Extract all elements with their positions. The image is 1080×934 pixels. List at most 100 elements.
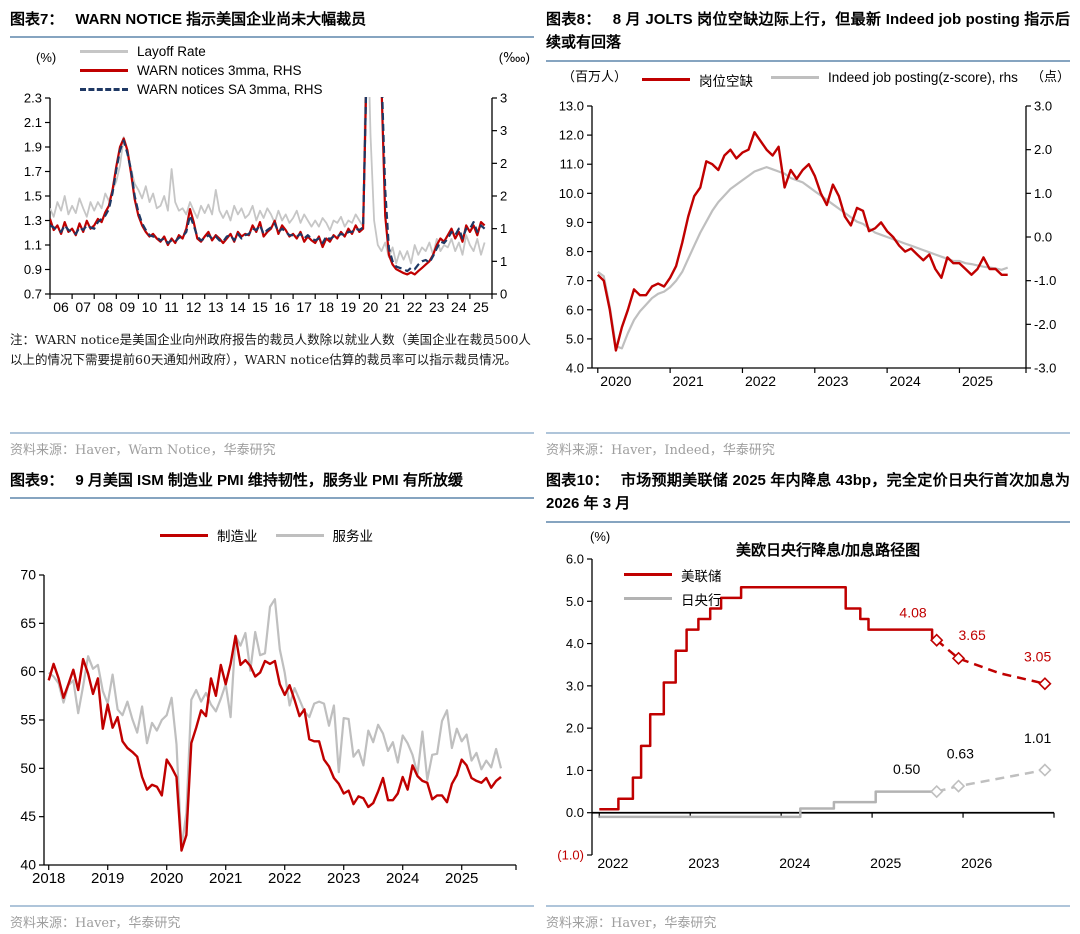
diamond-marker <box>951 778 966 793</box>
figure-9-source-block: 资料来源：Haver，华泰研究 <box>10 905 534 931</box>
series-fed-path <box>599 585 937 811</box>
source-rule <box>10 905 534 907</box>
svg-text:3: 3 <box>500 91 507 106</box>
left-axis-unit: (%) <box>590 528 611 544</box>
diamond-marker <box>930 784 944 798</box>
figure-7-title: 图表7： WARN NOTICE 指示美国企业尚未大幅裁员 <box>10 8 534 31</box>
title-rule <box>10 36 534 39</box>
svg-text:11.0: 11.0 <box>560 156 584 171</box>
svg-text:1.9: 1.9 <box>24 140 42 155</box>
title-rule <box>546 59 1070 62</box>
svg-text:22: 22 <box>407 299 423 315</box>
figure-10-source: 资料来源：Haver，华泰研究 <box>546 916 717 931</box>
svg-text:15: 15 <box>252 299 268 315</box>
svg-text:2: 2 <box>500 156 507 171</box>
svg-text:40: 40 <box>20 857 36 873</box>
right-axis-unit: (‱) <box>498 50 530 66</box>
series-boj-path <box>599 789 937 818</box>
svg-text:1.1: 1.1 <box>24 238 42 253</box>
legend-item: 岗位空缺 <box>642 70 753 90</box>
legend-item: Indeed job posting(z-score), rhs <box>771 70 1018 85</box>
svg-text:0.9: 0.9 <box>24 262 42 277</box>
svg-text:60: 60 <box>20 663 36 679</box>
figure-7-source-block: 资料来源：Haver，Warn Notice，华泰研究 <box>10 432 534 458</box>
series-indeed-job-posting-z <box>597 165 1009 349</box>
svg-text:5.0: 5.0 <box>566 331 584 346</box>
left-axis-unit: （百万人） <box>562 68 628 84</box>
svg-text:2024: 2024 <box>386 870 419 887</box>
title-rule <box>546 520 1070 523</box>
svg-text:08: 08 <box>97 299 113 315</box>
legend-label: WARN notices SA 3mma, RHS <box>137 82 323 98</box>
legend-swatch <box>80 69 128 73</box>
legend-label: WARN notices 3mma, RHS <box>137 63 302 79</box>
svg-text:0.0: 0.0 <box>1034 229 1052 244</box>
svg-text:4.08: 4.08 <box>899 604 926 620</box>
figure-7-source: 资料来源：Haver，Warn Notice，华泰研究 <box>10 443 276 458</box>
figure-10-title-text: 市场预期美联储 2025 年内降息 43bp，完全定价日央行首次加息为 2026… <box>546 472 1070 513</box>
legend-item: 美联储 <box>624 565 722 585</box>
figure-7-note: 注：WARN notice是美国企业向州政府报告的裁员人数除以就业人数（美国企业… <box>10 332 531 367</box>
ism-legend: 制造业 服务业 <box>160 525 373 545</box>
diamond-marker <box>930 633 944 647</box>
warn-chartbox: (%) (‱) Layoff Rate WARN notices 3mma, RH… <box>10 42 534 328</box>
svg-text:1.0: 1.0 <box>566 762 584 777</box>
figure-9-title-text: 9 月美国 ISM 制造业 PMI 维持韧性，服务业 PMI 有所放缓 <box>75 472 463 489</box>
svg-text:2.0: 2.0 <box>566 720 584 735</box>
svg-text:2019: 2019 <box>91 870 124 887</box>
svg-text:70: 70 <box>20 567 36 583</box>
series-ism-services <box>48 598 503 849</box>
svg-text:0.63: 0.63 <box>947 745 974 761</box>
series-warn-notices-sa-3mma <box>50 97 486 273</box>
svg-text:20: 20 <box>363 299 379 315</box>
legend-swatch <box>642 78 690 81</box>
svg-text:21: 21 <box>385 299 401 315</box>
svg-text:18: 18 <box>318 299 334 315</box>
legend-item: WARN notices SA 3mma, RHS <box>80 82 323 97</box>
svg-text:06: 06 <box>53 299 69 315</box>
panel-figure-10: 图表10： 市场预期美联储 2025 年内降息 43bp，完全定价日央行首次加息为… <box>546 469 1070 931</box>
legend-item: 制造业 <box>160 525 258 545</box>
figure-10-title: 图表10： 市场预期美联储 2025 年内降息 43bp，完全定价日央行首次加息为… <box>546 469 1070 516</box>
svg-text:55: 55 <box>20 712 36 728</box>
svg-text:3: 3 <box>500 123 507 138</box>
svg-text:12.0: 12.0 <box>559 127 584 142</box>
svg-text:2023: 2023 <box>817 373 848 389</box>
svg-text:10.0: 10.0 <box>559 185 584 200</box>
source-rule <box>10 432 534 434</box>
svg-text:2.3: 2.3 <box>24 91 42 106</box>
jolts-chartbox: （百万人） （点） 岗位空缺 Indeed job posting(z-score… <box>546 66 1070 402</box>
legend-swatch <box>80 50 128 54</box>
svg-text:07: 07 <box>75 299 91 315</box>
svg-text:24: 24 <box>451 299 467 315</box>
jolts-legend: 岗位空缺 Indeed job posting(z-score), rhs <box>642 70 1018 90</box>
diamond-marker <box>1038 676 1052 690</box>
svg-text:0: 0 <box>500 287 507 302</box>
figure-9-label: 图表9： <box>10 472 64 489</box>
svg-text:2025: 2025 <box>870 855 901 871</box>
legend-item: WARN notices 3mma, RHS <box>80 63 302 78</box>
svg-text:19: 19 <box>341 299 357 315</box>
legend-swatch <box>624 573 672 576</box>
svg-text:-2.0: -2.0 <box>1034 316 1056 331</box>
svg-text:7.0: 7.0 <box>566 273 584 288</box>
series-ism-manufacturing <box>47 634 502 852</box>
svg-text:16: 16 <box>274 299 290 315</box>
figure-7-title-text: WARN NOTICE 指示美国企业尚未大幅裁员 <box>75 11 367 28</box>
figure-10-label: 图表10： <box>546 472 609 489</box>
legend-swatch <box>275 533 324 537</box>
cb-path-legend: 美联储 日央行 <box>624 565 722 609</box>
legend-item: 日央行 <box>624 589 722 609</box>
diamond-marker <box>951 651 966 665</box>
svg-text:2025: 2025 <box>962 373 993 389</box>
svg-text:2020: 2020 <box>150 870 183 887</box>
svg-text:3.0: 3.0 <box>1034 98 1052 113</box>
svg-text:2.0: 2.0 <box>1034 142 1052 157</box>
legend-label: Layoff Rate <box>137 44 206 60</box>
figure-7-label: 图表7： <box>10 11 64 28</box>
svg-text:2: 2 <box>500 189 507 204</box>
svg-text:6.0: 6.0 <box>566 302 584 317</box>
svg-text:2023: 2023 <box>327 870 360 887</box>
